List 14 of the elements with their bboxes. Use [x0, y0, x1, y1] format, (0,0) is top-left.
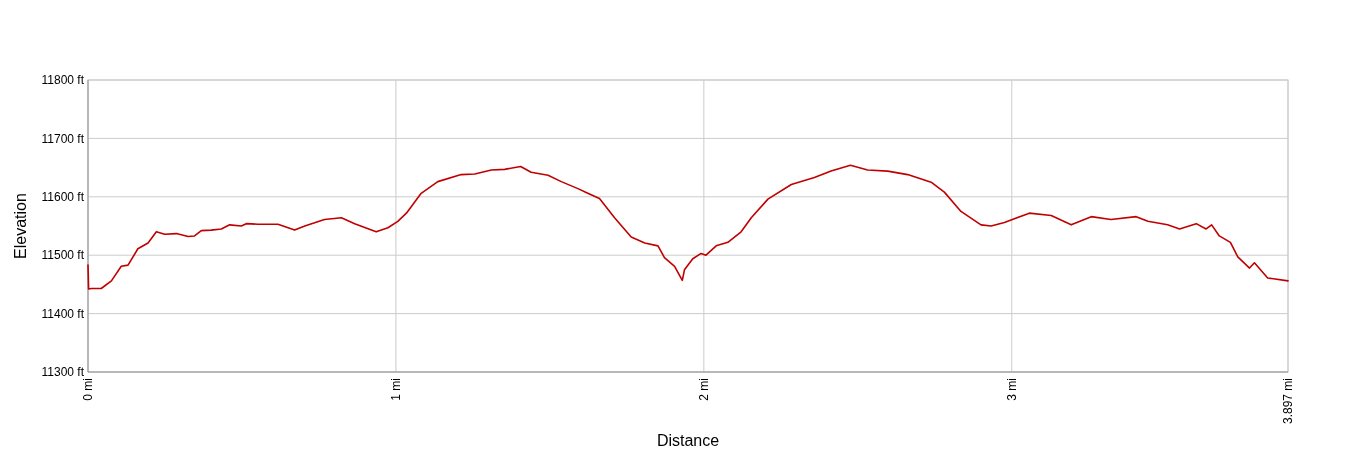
y-tick-label: 11600 ft	[41, 190, 85, 204]
x-tick-label: 1 mi	[389, 378, 404, 401]
line-series	[87, 164, 1289, 290]
y-tick-label: 11800 ft	[41, 73, 85, 88]
y-tick-label: 11400 ft	[41, 306, 85, 321]
y-tick-label: 11500 ft	[41, 248, 85, 263]
x-tick-label: 3 mi	[1004, 378, 1019, 401]
x-tick-label: 0 mi	[81, 378, 96, 401]
x-axis-title: Distance	[656, 432, 720, 449]
y-tick-label: 11700 ft	[41, 131, 85, 146]
y-axis-title: Elevation	[11, 193, 29, 259]
x-tick-label: 2 mi	[697, 378, 712, 401]
y-tick-label: 11300 ft	[41, 365, 85, 380]
x-tick-label: 3.897 mi	[1281, 378, 1296, 425]
